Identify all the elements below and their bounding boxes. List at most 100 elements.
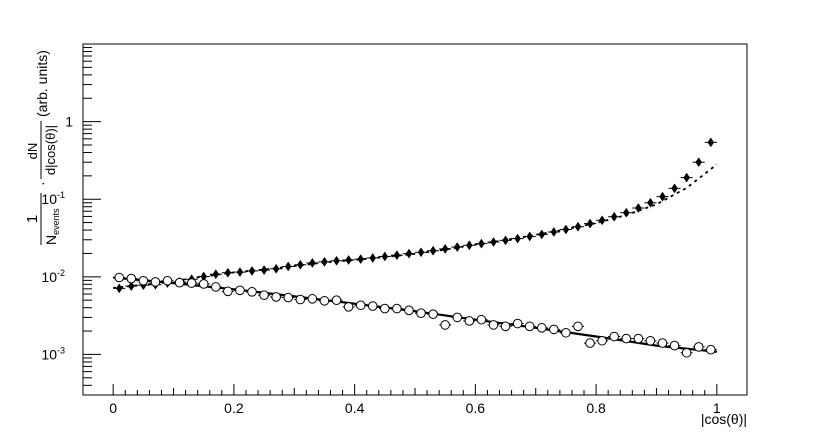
data-point-circle [404,305,414,316]
data-point-diamond [538,229,546,240]
data-point-circle [392,303,402,314]
data-point-circle [367,301,378,311]
x-tick-label: 0.6 [466,400,486,416]
y-tick-label: 10-1 [41,190,65,207]
data-point-circle [476,314,487,325]
data-point-diamond [635,203,642,213]
data-point-circle [307,294,318,304]
data-point-circle [657,338,668,348]
data-point-circle [500,321,511,332]
data-point-diamond [514,233,521,244]
data-point-diamond [598,215,606,226]
data-point-circle [585,338,595,348]
x-tick-label: 0.8 [586,400,606,416]
data-point-diamond [466,240,473,251]
y-axis-title-n: N [43,235,59,245]
series-markers [113,137,717,358]
data-point-diamond [369,253,377,263]
data-point-diamond [550,227,558,237]
data-point-circle [609,331,620,342]
data-point-circle [573,321,583,332]
data-point-diamond [381,251,389,262]
y-axis: 10-310-210-11 [41,43,101,396]
y-axis-title-units: (arb. units) [34,50,50,117]
data-point-circle [355,300,366,311]
data-point-diamond [115,283,123,294]
y-tick-label: 10-2 [41,268,65,285]
data-point-diamond [502,235,509,246]
data-point-diamond [224,267,232,278]
data-point-circle [416,308,426,318]
y-axis-title-events: events [51,208,61,235]
data-point-diamond [321,256,328,267]
data-point-circle [319,296,330,306]
fit-line-dashed [113,163,718,289]
data-point-circle [645,335,656,346]
data-point-diamond [357,254,364,265]
data-point-circle [452,312,463,323]
data-point-diamond [586,218,594,229]
data-point-circle [561,327,571,338]
data-point-diamond [453,242,461,252]
data-point-circle [440,320,450,330]
data-point-diamond [405,248,413,259]
data-point-circle [693,342,704,352]
data-point-diamond [236,267,244,278]
data-point-diamond [333,255,340,266]
y-axis-title-dn: dN [25,143,40,160]
data-point-diamond [526,231,533,242]
data-point-diamond [345,254,352,265]
x-tick-label: 0 [109,400,117,416]
data-point-circle [669,340,680,351]
data-point-circle [597,335,607,346]
data-point-circle [186,278,197,288]
data-point-diamond [417,247,425,258]
x-tick-label: 0.2 [224,400,244,416]
data-point-diamond [574,221,582,232]
data-point-diamond [309,257,316,268]
data-point-circle [488,320,499,330]
data-point-circle [621,333,632,344]
data-point-diamond [393,250,401,261]
data-point-circle [247,287,257,297]
data-point-circle [428,309,438,319]
data-point-circle [174,277,185,288]
data-point-circle [271,292,281,302]
y-tick-exponent: -3 [57,345,65,355]
y-tick-exponent: -1 [57,190,65,200]
data-point-circle [198,279,209,289]
data-point-diamond [659,191,666,202]
x-tick-label: 1 [713,400,721,416]
data-point-diamond [260,265,268,276]
data-point-circle [223,286,233,297]
data-point-circle [295,294,306,305]
data-point-diamond [647,197,654,208]
y-tick-base: 10 [41,191,57,207]
data-point-circle [524,321,535,332]
data-point-circle [536,323,547,333]
data-point-circle [681,347,692,358]
data-point-diamond [429,245,437,256]
data-point-diamond [297,259,304,270]
series-lines [113,163,718,353]
data-point-diamond [212,269,220,280]
x-tick-label: 0.4 [345,400,365,416]
data-point-circle [380,303,390,314]
data-point-diamond [284,261,292,272]
data-point-diamond [490,237,497,247]
data-point-circle [126,273,137,284]
data-point-diamond [707,137,715,148]
data-point-circle [259,290,269,300]
data-point-diamond [671,183,678,194]
x-axis: 0 0.2 0.4 0.6 0.8 1 [109,384,721,416]
y-axis-title-denominator: Nevents [43,208,61,245]
data-point-circle [331,295,342,305]
data-point-circle [162,275,173,286]
data-point-diamond [610,211,618,222]
data-point-circle [211,282,221,292]
y-tick-base: 10 [41,269,57,285]
y-axis-title-dcos: d|cos(θ)| [43,125,58,175]
y-axis-title-one: 1 [24,215,41,223]
data-point-circle [705,344,716,355]
data-point-circle [138,275,149,286]
